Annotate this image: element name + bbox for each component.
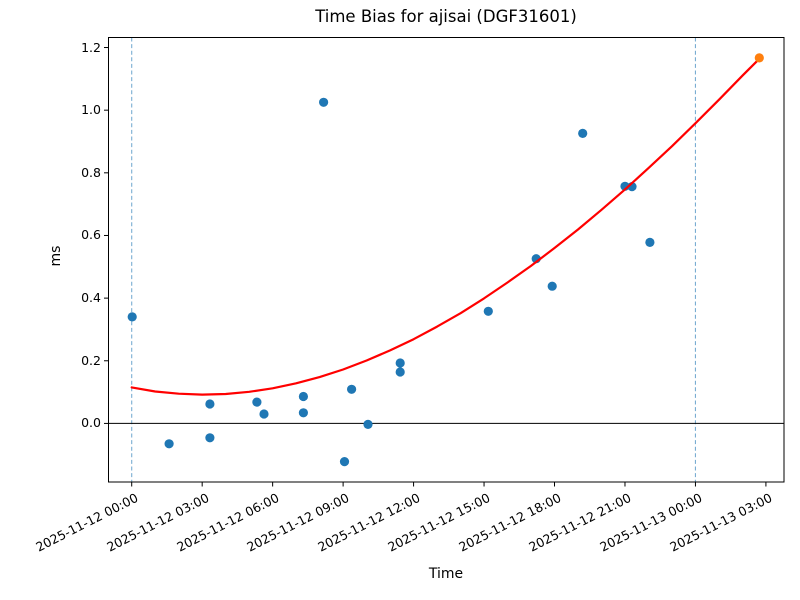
observed-bias-point [164,439,174,449]
observed-bias-point [339,457,350,467]
observed-bias-point [298,408,308,418]
y-tick-label: 0.4 [81,290,101,306]
predicted-bias-point [754,53,764,63]
observed-bias-point [395,367,405,377]
y-tick-label: 0.8 [81,164,101,180]
observed-bias-point [578,128,588,138]
y-tick-label: 1.0 [81,102,101,118]
observed-bias-point [395,358,405,368]
observed-bias-point [645,237,655,247]
observed-bias-point [205,399,215,409]
y-tick-label: 1.2 [81,39,101,55]
observed-bias-point [127,312,137,322]
observed-bias-point [319,97,329,107]
fit-curve-line [130,57,761,396]
chart-title: Time Bias for ajisai (DGF31601) [315,7,577,26]
observed-bias-point [259,409,269,419]
y-tick-label: 0.2 [81,352,101,368]
observed-bias-point [547,281,557,291]
observed-bias-point [363,419,373,429]
observed-bias-point [252,397,262,407]
y-tick-label: 0.0 [81,415,101,431]
observed-bias-point [205,433,215,443]
axes-frame [108,37,785,483]
observed-bias-point [483,306,493,316]
observed-bias-point [347,384,357,394]
y-tick-label: 0.6 [81,227,101,243]
x-axis-label: Time [428,566,464,582]
observed-bias-point [298,391,308,402]
